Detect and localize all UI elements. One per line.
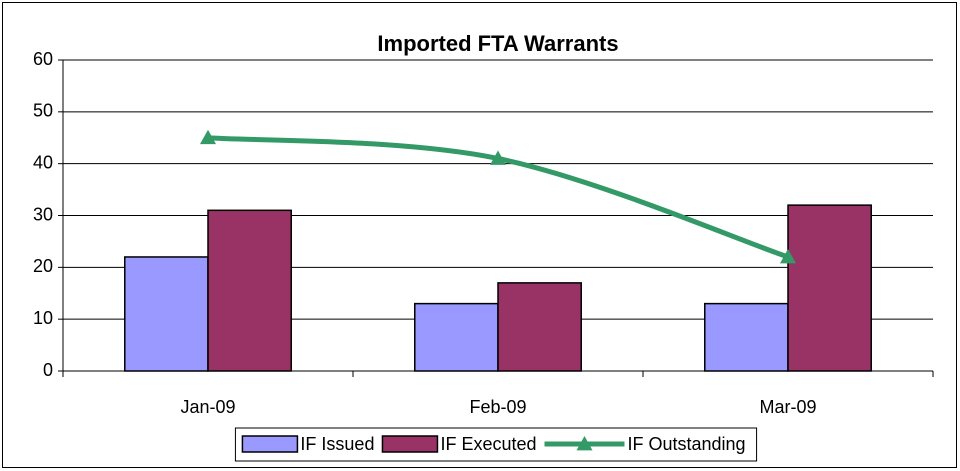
- legend-label: IF Issued: [300, 434, 374, 454]
- bar: [787, 204, 872, 372]
- y-tick-label: 40: [33, 152, 53, 172]
- legend-label: IF Executed: [440, 434, 536, 454]
- legend-label: IF Outstanding: [628, 434, 746, 454]
- bar: [124, 256, 209, 372]
- y-tick-label: 0: [43, 360, 53, 380]
- marker: [490, 150, 506, 165]
- y-tick-label: 50: [33, 101, 53, 121]
- y-tick-label: 10: [33, 308, 53, 328]
- marker: [200, 129, 216, 145]
- legend-swatch: [241, 435, 299, 453]
- x-tick-label: Mar-09: [759, 397, 816, 417]
- legend-swatch: [381, 435, 439, 453]
- bar: [704, 302, 789, 372]
- chart-title: Imported FTA Warrants: [377, 31, 618, 56]
- y-tick-label: 20: [33, 256, 53, 276]
- x-tick-label: Feb-09: [469, 397, 526, 417]
- y-tick-label: 30: [33, 204, 53, 224]
- bar: [414, 302, 499, 372]
- marker: [780, 248, 796, 264]
- x-tick-label: Jan-09: [180, 397, 235, 417]
- y-tick-label: 60: [33, 49, 53, 69]
- bar: [497, 282, 582, 372]
- legend-marker: [576, 436, 593, 451]
- legend: IF Issued IF Executed IF Outstanding: [234, 427, 758, 462]
- legend-box: [234, 427, 758, 462]
- bar: [207, 209, 292, 372]
